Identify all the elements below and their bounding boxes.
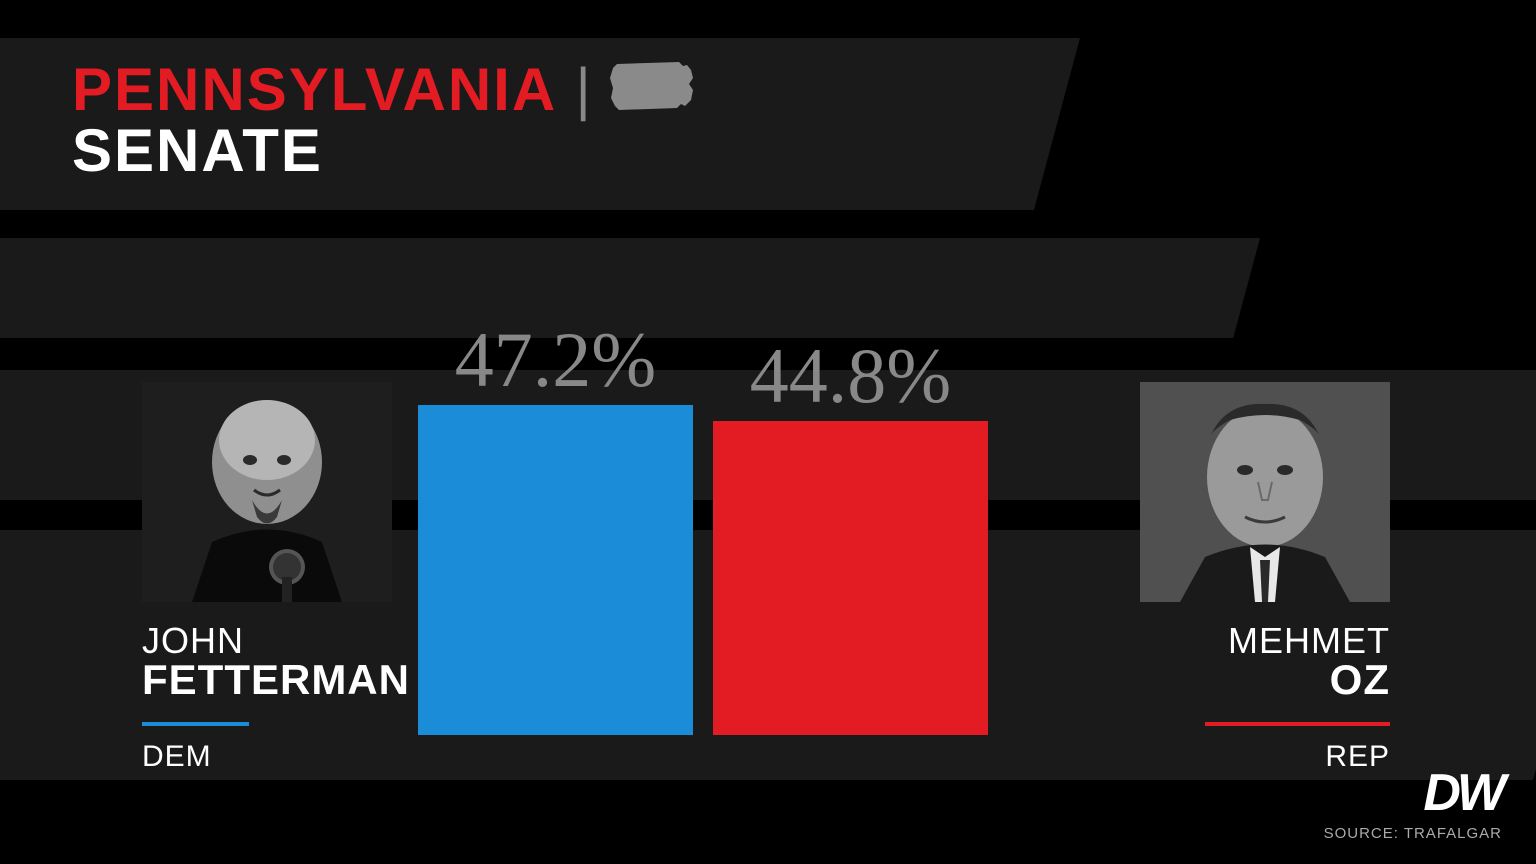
- source-name: TRAFALGAR: [1404, 825, 1502, 842]
- party-label-left: DEM: [142, 740, 410, 774]
- source-line: SOURCE: TRAFALGAR: [1324, 825, 1502, 842]
- candidate-last-name: OZ: [1140, 656, 1390, 704]
- bar-value-rep: 44.8%: [713, 331, 988, 421]
- candidate-right: MEHMET OZ REP: [1140, 382, 1390, 774]
- branding: DW SOURCE: TRAFALGAR: [1324, 763, 1502, 842]
- party-underline-right: [1205, 722, 1390, 726]
- race-type: SENATE: [72, 116, 697, 185]
- bar-value-dem: 47.2%: [418, 315, 693, 405]
- bar-rep: 44.8%: [713, 421, 988, 735]
- divider-pipe: |: [576, 57, 591, 122]
- bar-chart: 47.2% 44.8%: [418, 265, 988, 735]
- state-name: PENNSYLVANIA: [72, 55, 557, 124]
- bar-dem: 47.2%: [418, 405, 693, 735]
- pennsylvania-icon: [607, 60, 697, 120]
- candidate-left: JOHN FETTERMAN DEM: [142, 382, 410, 774]
- party-underline-left: [142, 722, 249, 726]
- source-prefix: SOURCE:: [1324, 825, 1404, 842]
- candidate-photo-right: [1140, 382, 1390, 602]
- logo: DW: [1324, 763, 1502, 823]
- candidate-photo-left: [142, 382, 392, 602]
- header: PENNSYLVANIA | SENATE: [72, 55, 697, 185]
- candidate-last-name: FETTERMAN: [142, 656, 410, 704]
